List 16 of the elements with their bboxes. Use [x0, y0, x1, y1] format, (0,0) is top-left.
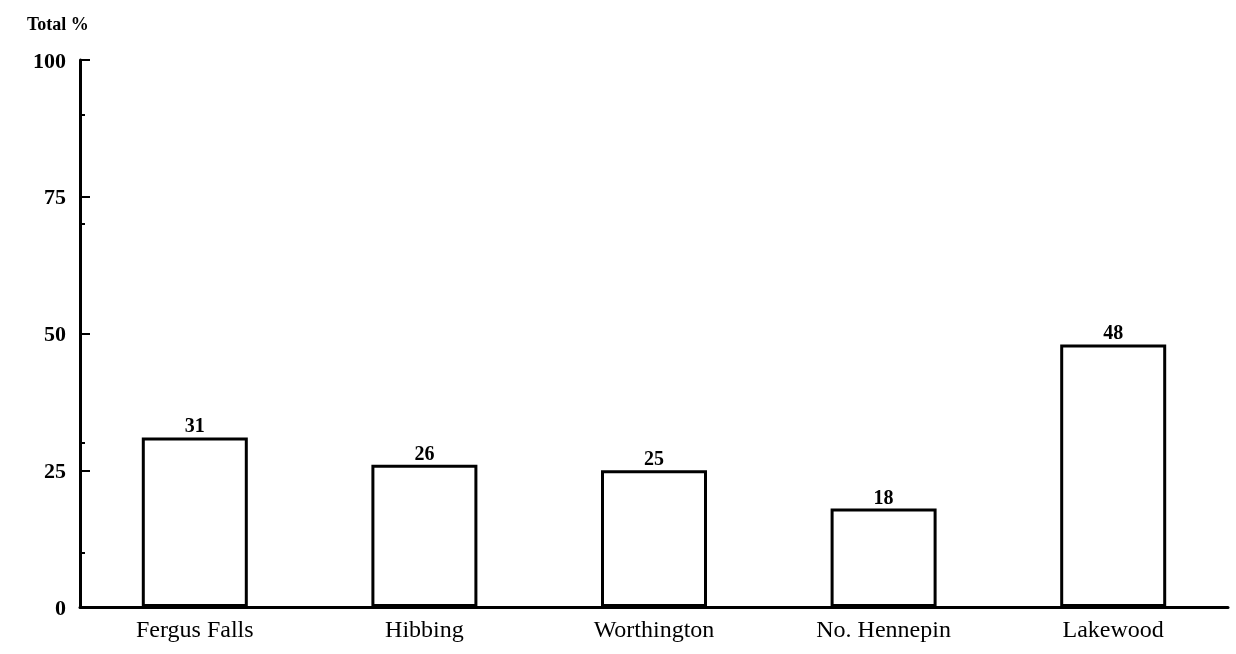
x-tick-label: Hibbing — [385, 616, 464, 642]
y-tick-label: 25 — [44, 457, 66, 483]
y-tick-label: 50 — [44, 321, 66, 346]
y-axis-title: Total % — [27, 14, 89, 34]
y-tick-label: 0 — [55, 594, 66, 620]
data-label: 25 — [644, 447, 664, 470]
y-tick-label: 100 — [33, 47, 66, 73]
data-label: 31 — [184, 414, 205, 437]
y-tick-label: 75 — [44, 184, 66, 210]
x-tick-label: Fergus Falls — [136, 616, 254, 642]
x-tick-label: No. Hennepin — [816, 616, 951, 642]
data-label: 18 — [873, 485, 894, 508]
x-tick-label: Worthington — [593, 616, 715, 642]
x-tick-label: Lakewood — [1062, 616, 1164, 642]
data-label: 48 — [1103, 321, 1124, 344]
data-label: 26 — [414, 441, 435, 464]
